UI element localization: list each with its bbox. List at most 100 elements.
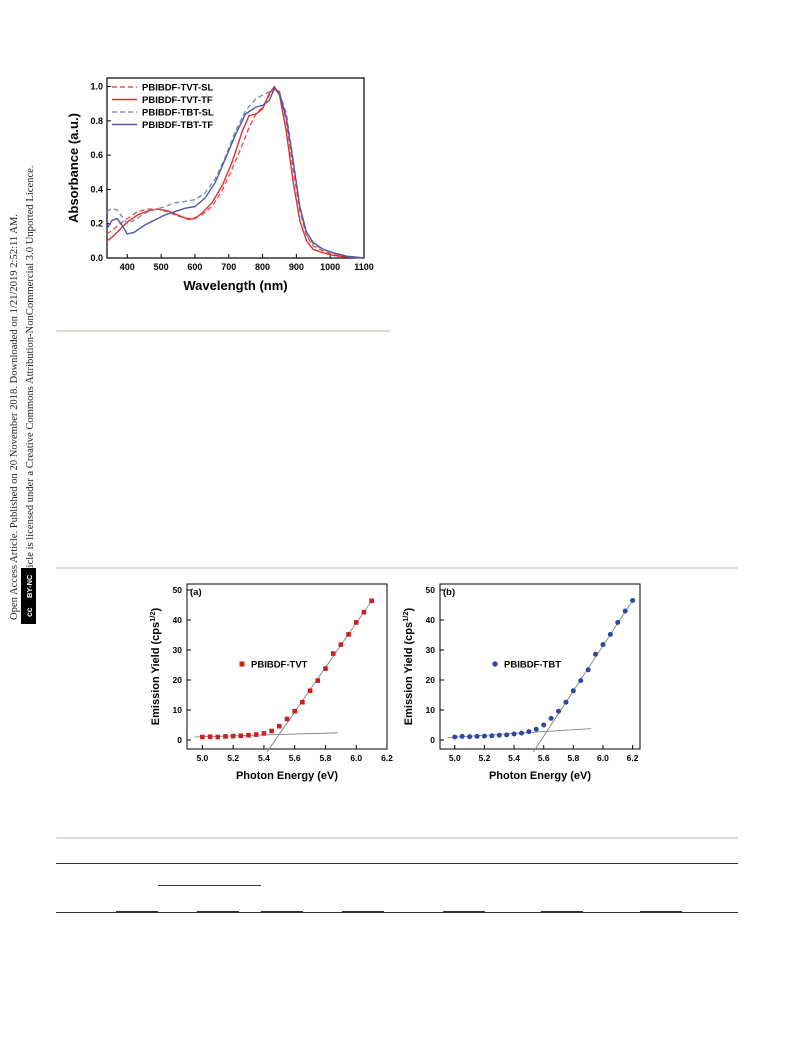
y-tick-label: 40: [173, 615, 183, 625]
y-axis-label-sup: 1/2: [148, 611, 157, 621]
x-tick-label: 5.6: [289, 753, 301, 763]
y-tick-label: 10: [173, 705, 183, 715]
legend-entry: PBIBDF-TBT: [504, 660, 561, 671]
fit-line: [266, 600, 372, 753]
legend-marker: [492, 661, 498, 667]
table-col-mark-6: [541, 911, 583, 913]
y-tick-label: 30: [426, 645, 436, 655]
legend-marker: [239, 661, 245, 667]
fit-line: [532, 600, 633, 753]
data-point: [369, 598, 374, 604]
x-tick-label: 6.2: [381, 753, 393, 763]
data-point: [570, 688, 576, 694]
data-point: [207, 734, 213, 739]
x-tick-label: 5.2: [479, 753, 491, 763]
data-point: [607, 631, 613, 637]
data-point: [200, 734, 205, 740]
data-point: [223, 734, 228, 739]
data-point: [467, 734, 473, 740]
y-axis-label-end: ): [403, 607, 415, 611]
legend-entry: PBIBDF-TBT-TF: [142, 120, 213, 131]
x-tick-label: 900: [289, 262, 304, 272]
data-point: [277, 723, 282, 729]
absorbance-plot-frame: [106, 77, 365, 259]
data-point: [330, 651, 336, 656]
panel-label: (a): [190, 587, 202, 598]
table-col-mark-4: [342, 911, 384, 913]
x-tick-label: 5.0: [196, 753, 208, 763]
x-tick-label: 1000: [320, 262, 340, 272]
table-col-mark-7: [640, 911, 682, 913]
x-tick-label: 400: [120, 262, 135, 272]
x-tick-label: 1100: [354, 262, 374, 272]
y-axis-label: Emission Yield (cps1/2): [148, 607, 162, 725]
data-point: [474, 733, 480, 739]
table-col-mark-5: [443, 911, 485, 913]
data-point: [630, 598, 636, 603]
absorbance-figure: 400 500 600 700 800 900 1000 1100 0.0 0.2 0.4 0.6 0.…: [60, 70, 380, 305]
x-tick-label: 5.4: [258, 753, 270, 763]
emission-yield-figure-a: (a) 5.0 5.2 5.4 5.6 5.8 6.0 6.2 0 10 20 30 40 50 Photo…: [145, 578, 395, 793]
x-tick-label: 5.0: [449, 753, 461, 763]
data-point: [361, 609, 367, 615]
data-point: [284, 716, 290, 722]
data-point: [578, 678, 584, 684]
data-point: [615, 619, 621, 625]
legend-entry: PBIBDF-TBT-SL: [142, 108, 214, 119]
table-group-rule: [158, 885, 261, 886]
x-tick-label: 5.2: [227, 753, 239, 763]
data-point: [253, 732, 259, 737]
data-point: [353, 620, 359, 625]
data-point: [269, 728, 274, 734]
y-axis-label-sup: 1/2: [401, 611, 410, 621]
data-point: [504, 732, 510, 738]
data-point: [593, 651, 599, 657]
y-tick-label: 50: [173, 585, 183, 595]
data-point: [622, 608, 628, 614]
y-axis-label-end: ): [150, 607, 162, 611]
emission-plot-frame: [186, 583, 388, 750]
table-col-mark-2: [197, 911, 239, 913]
x-tick-label: 800: [255, 262, 270, 272]
y-tick-label: 0: [430, 735, 435, 745]
data-point: [246, 732, 251, 738]
data-point: [230, 733, 236, 739]
legend-entry: PBIBDF-TVT: [251, 660, 308, 671]
data-point: [600, 642, 606, 648]
data-point: [511, 731, 517, 737]
data-point: [533, 726, 539, 732]
y-axis-label: Absorbance (a.u.): [66, 113, 81, 223]
x-axis-label: Wavelength (nm): [183, 278, 287, 293]
x-tick-label: 5.4: [508, 753, 520, 763]
legend-entry: PBIBDF-TVT-SL: [142, 83, 213, 94]
data-point: [292, 708, 297, 714]
data-point: [338, 642, 344, 647]
divider-figure-1: [56, 330, 390, 332]
table-col-mark-3: [261, 911, 303, 913]
data-point: [548, 715, 554, 721]
series-line-pbibdf-tbt-tf: [106, 87, 365, 259]
data-point: [215, 734, 221, 740]
y-axis-label: Emission Yield (cps1/2): [401, 607, 415, 725]
table-col-mark-1: [116, 911, 158, 913]
data-point: [307, 688, 313, 694]
x-tick-label: 6.0: [597, 753, 609, 763]
x-tick-label: 5.8: [320, 753, 332, 763]
absorbance-chart: 400 500 600 700 800 900 1000 1100 0.0 0.2 0.4 0.6 0.…: [66, 77, 374, 293]
data-point: [518, 730, 524, 736]
x-axis-label: Photon Energy (eV): [236, 770, 338, 782]
legend-entry: PBIBDF-TVT-TF: [142, 95, 213, 106]
data-point: [346, 632, 351, 637]
series-line-pbibdf-tbt-sl: [106, 88, 365, 259]
data-point: [556, 708, 562, 714]
license-line-1: Open Access Article. Published on 20 Nov…: [9, 214, 20, 620]
panel-label: (b): [443, 587, 455, 598]
y-axis-label-main: Emission Yield (cps: [403, 622, 415, 725]
y-tick-label: 0.4: [90, 184, 103, 194]
x-tick-label: 700: [221, 262, 236, 272]
x-tick-label: 6.0: [350, 753, 362, 763]
y-tick-label: 10: [426, 705, 436, 715]
data-point: [526, 729, 532, 735]
cc-license-badge[interactable]: cc BY-NC: [21, 568, 36, 624]
y-tick-label: 20: [173, 675, 183, 685]
